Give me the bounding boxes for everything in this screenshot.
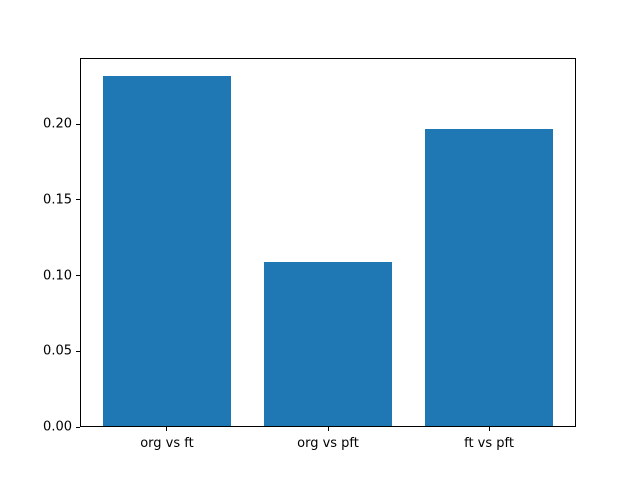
x-tick-label-0: org vs ft (140, 436, 194, 451)
y-tick-mark-0 (76, 426, 80, 428)
x-tick-mark-0 (166, 427, 168, 431)
y-tick-label-3: 0.15 (43, 192, 72, 208)
x-tick-label-1: org vs pft (297, 436, 359, 451)
y-tick-label-4: 0.20 (43, 116, 72, 132)
y-tick-label-0: 0.00 (43, 419, 72, 435)
x-tick-label-2: ft vs pft (464, 436, 514, 451)
x-tick-mark-1 (327, 427, 329, 431)
y-tick-mark-4 (76, 123, 80, 125)
y-tick-mark-2 (76, 275, 80, 277)
bar-1 (263, 261, 393, 426)
y-tick-label-1: 0.05 (43, 343, 72, 359)
y-tick-label-2: 0.10 (43, 268, 72, 284)
y-tick-mark-3 (76, 199, 80, 201)
bar-0 (102, 75, 232, 426)
y-tick-mark-1 (76, 350, 80, 352)
x-tick-mark-2 (488, 427, 490, 431)
bar-2 (424, 128, 554, 426)
plot-area (80, 58, 576, 427)
